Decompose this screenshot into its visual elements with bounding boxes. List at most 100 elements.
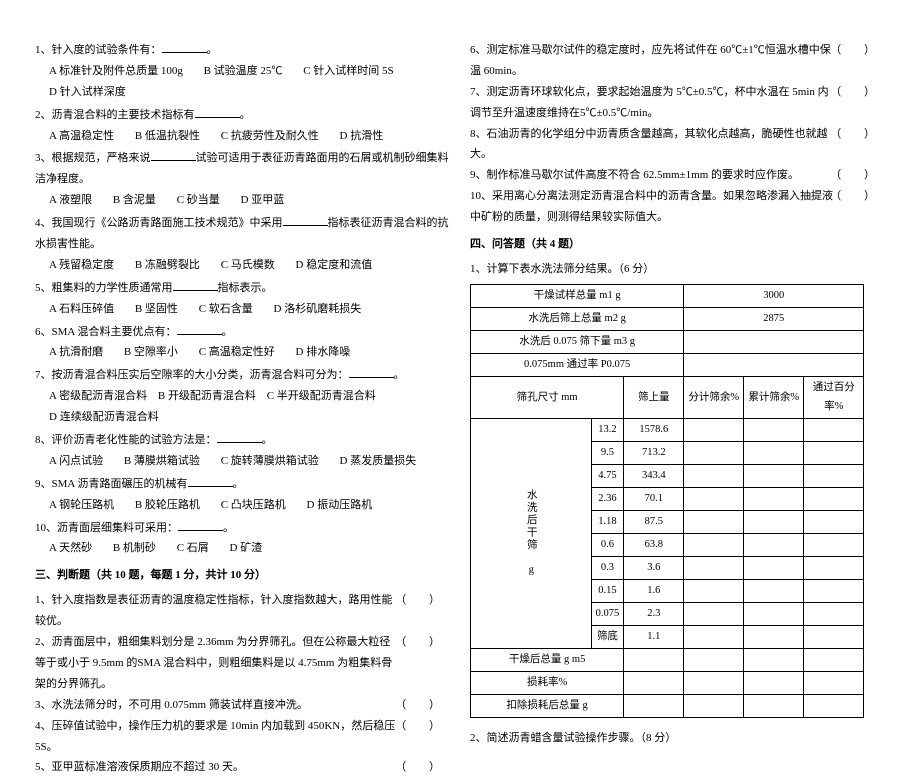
cell-val: 1578.6 — [624, 419, 684, 442]
cell-blank — [744, 488, 804, 511]
cell-sieve: 0.15 — [591, 579, 624, 602]
q6-opt-c: C 高温稳定性好 — [199, 342, 275, 363]
top-label: 水洗后筛上总量 m2 g — [471, 307, 684, 330]
q10-stem: 10、沥青面层细集料可采用： — [35, 522, 178, 534]
q2-options: A 高温稳定性 B 低温抗裂性 C 抗疲劳性及耐久性 D 抗滑性 — [35, 126, 450, 147]
cell-blank — [804, 511, 864, 534]
cell-val: 343.4 — [624, 465, 684, 488]
cell-sieve: 0.6 — [591, 534, 624, 557]
cell-blank — [684, 648, 744, 671]
section-4-heading: 四、问答题（共 4 题） — [470, 234, 885, 255]
cell-blank — [684, 465, 744, 488]
j6-text: 6、测定标准马歇尔试件的稳定度时，应先将试件在 60℃±1℃恒温水槽中保温 60… — [470, 44, 831, 77]
cell-blank — [744, 534, 804, 557]
q10-opt-c: C 石屑 — [177, 538, 209, 559]
answer-paren: （ ） — [395, 632, 450, 653]
question-3: 3、根据规范，严格来说试验可适用于表征沥青路面用的石屑或机制砂细集料洁净程度。 … — [35, 148, 450, 211]
right-column: 6、测定标准马歇尔试件的稳定度时，应先将试件在 60℃±1℃恒温水槽中保温 60… — [460, 40, 895, 631]
q5-opt-d: D 洛杉矶磨耗损失 — [274, 299, 362, 320]
cell-blank — [744, 465, 804, 488]
j10-text: 10、采用离心分离法测定沥青混合料中的沥青含量。如果忽略渗漏入抽提液中矿粉的质量… — [470, 190, 833, 223]
q2-stem: 2、沥青混合料的主要技术指标有 — [35, 109, 195, 121]
table-row: 损耗率% — [471, 671, 864, 694]
cell-sieve: 2.36 — [591, 488, 624, 511]
header-on: 筛上量 — [624, 376, 684, 419]
judge-2: 2、沥青面层中，粗细集料划分是 2.36mm 为分界筛孔。但在公称最大粒径等于或… — [35, 632, 450, 695]
q4-opt-a: A 残留稳定度 — [49, 255, 114, 276]
cell-blank — [804, 419, 864, 442]
q8-opt-d: D 蒸发质量损失 — [340, 451, 417, 472]
q2-opt-c: C 抗疲劳性及耐久性 — [221, 126, 319, 147]
cell-sieve: 0.3 — [591, 557, 624, 580]
q1-opt-b: B 试验温度 25℃ — [204, 61, 283, 82]
blank — [217, 431, 262, 443]
q2-opt-a: A 高温稳定性 — [49, 126, 114, 147]
top-val — [684, 353, 864, 376]
judge-5: 5、亚甲蓝标准溶液保质期应不超过 30 天。（ ） — [35, 757, 450, 778]
cell-blank — [744, 671, 804, 694]
answer-paren: （ ） — [395, 590, 450, 611]
question-1: 1、针入度的试验条件有：。 A 标准针及附件总质量 100g B 试验温度 25… — [35, 40, 450, 103]
q10-opt-d: D 矿渣 — [230, 538, 263, 559]
cell-sieve: 筛底 — [591, 625, 624, 648]
cell-blank — [804, 579, 864, 602]
header-sieve: 筛孔尺寸 mm — [471, 376, 624, 419]
q6-opt-b: B 空隙率小 — [124, 342, 178, 363]
cell-blank — [804, 534, 864, 557]
blank — [177, 323, 222, 335]
blank — [178, 519, 223, 531]
q8-opt-c: C 旋转薄膜烘箱试验 — [221, 451, 319, 472]
q1-opt-c: C 针入试样时间 5S — [303, 61, 393, 82]
q2-opt-d: D 抗滑性 — [340, 126, 384, 147]
question-6: 6、SMA 混合料主要优点有：。 A 抗滑耐磨 B 空隙率小 C 高温稳定性好 … — [35, 322, 450, 364]
q7-opt-c: C 半开级配沥青混合料 — [267, 386, 376, 407]
blank — [283, 214, 328, 226]
cell-blank — [684, 511, 744, 534]
j1-text: 1、针入度指数是表征沥青的温度稳定性指标，针入度指数越大，路用性能较优。 — [35, 594, 393, 627]
table-row: 水洗后 0.075 筛下量 m3 g — [471, 330, 864, 353]
cell-sieve: 13.2 — [591, 419, 624, 442]
cell-blank — [804, 671, 864, 694]
question-8: 8、评价沥青老化性能的试验方法是：。 A 闪点试验 B 薄膜烘箱试验 C 旋转薄… — [35, 430, 450, 472]
q4-opt-d: D 稳定度和流值 — [296, 255, 373, 276]
cell-blank — [744, 419, 804, 442]
q7-options: A 密级配沥青混合料 B 开级配沥青混合料 C 半开级配沥青混合料 D 连续级配… — [35, 386, 450, 428]
bottom-label: 扣除损耗后总量 g — [471, 694, 624, 717]
q7-opt-d: D 连续级配沥青混合料 — [49, 407, 159, 428]
section-3-heading: 三、判断题（共 10 题，每题 1 分，共计 10 分） — [35, 565, 450, 586]
blank — [162, 41, 207, 53]
q10-opt-b: B 机制砂 — [113, 538, 156, 559]
cell-blank — [684, 694, 744, 717]
q7-opt-a: A 密级配沥青混合料 — [49, 386, 147, 407]
cell-val: 2.3 — [624, 602, 684, 625]
header-cum: 累计筛余% — [744, 376, 804, 419]
table-row: 扣除损耗后总量 g — [471, 694, 864, 717]
answer-paren: （ ） — [830, 186, 885, 207]
answer-paren: （ ） — [830, 165, 885, 186]
cell-blank — [684, 671, 744, 694]
cell-blank — [684, 488, 744, 511]
cell-blank — [624, 648, 684, 671]
q6-options: A 抗滑耐磨 B 空隙率小 C 高温稳定性好 D 排水降噪 — [35, 342, 450, 363]
cell-blank — [804, 625, 864, 648]
q9-opt-d: D 振动压路机 — [307, 495, 373, 516]
cell-val: 1.1 — [624, 625, 684, 648]
bottom-label: 损耗率% — [471, 671, 624, 694]
j8-text: 8、石油沥青的化学组分中沥青质含量越高，其软化点越高，脆硬性也就越大。 — [470, 128, 828, 161]
q9-options: A 钢轮压路机 B 胶轮压路机 C 凸块压路机 D 振动压路机 — [35, 495, 450, 516]
blank — [188, 475, 233, 487]
cell-sieve: 0.075 — [591, 602, 624, 625]
q5-opt-c: C 软石含量 — [199, 299, 253, 320]
cell-blank — [804, 488, 864, 511]
table-row: 0.075mm 通过率 P0.075 — [471, 353, 864, 376]
q1-opt-d: D 针入试样深度 — [49, 82, 126, 103]
cell-sieve: 1.18 — [591, 511, 624, 534]
judge-8: 8、石油沥青的化学组分中沥青质含量越高，其软化点越高，脆硬性也就越大。（ ） — [470, 124, 885, 166]
top-val — [684, 330, 864, 353]
q1-stem: 1、针入度的试验条件有： — [35, 44, 162, 56]
cell-blank — [744, 579, 804, 602]
q5-stem2: 指标表示。 — [218, 282, 273, 294]
q5-options: A 石料压碎值 B 坚固性 C 软石含量 D 洛杉矶磨耗损失 — [35, 299, 450, 320]
cell-val: 70.1 — [624, 488, 684, 511]
q4-stem: 4、我国现行《公路沥青路面施工技术规范》中采用 — [35, 217, 283, 229]
